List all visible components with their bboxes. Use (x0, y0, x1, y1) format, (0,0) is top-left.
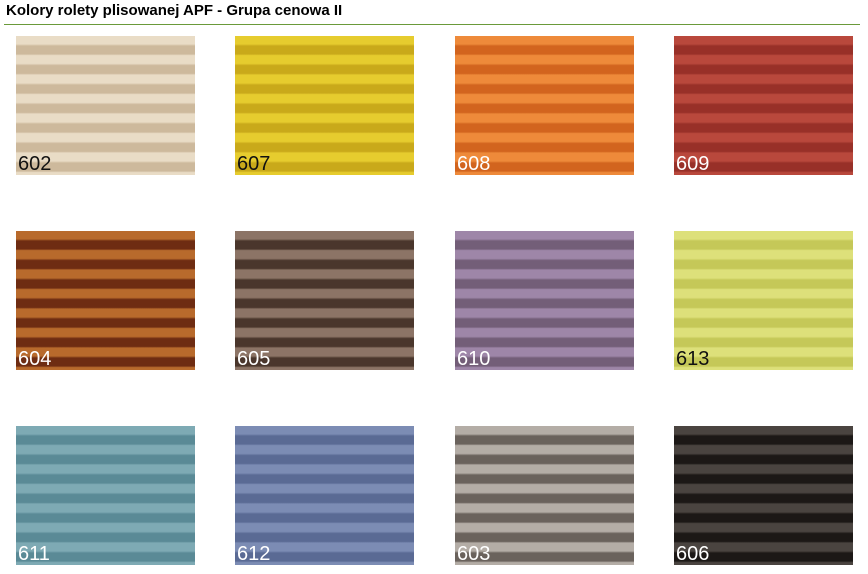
swatch-code-label: 607 (237, 153, 271, 175)
swatch-code-label: 611 (18, 543, 50, 565)
swatch-code-label: 605 (237, 348, 271, 370)
swatch-code-label: 609 (676, 153, 710, 175)
color-swatch-607[interactable]: 607 (235, 36, 414, 175)
title-divider (4, 24, 860, 25)
color-swatch-603[interactable]: 603 (455, 426, 634, 565)
color-swatch-611[interactable]: 611 (16, 426, 195, 565)
color-swatch-613[interactable]: 613 (674, 231, 853, 370)
color-swatch-608[interactable]: 608 (455, 36, 634, 175)
color-swatch-609[interactable]: 609 (674, 36, 853, 175)
swatch-code-label: 604 (18, 348, 52, 370)
swatch-code-label: 603 (457, 543, 491, 565)
swatch-code-label: 610 (457, 348, 491, 370)
color-swatch-604[interactable]: 604 (16, 231, 195, 370)
color-swatch-605[interactable]: 605 (235, 231, 414, 370)
color-swatch-612[interactable]: 612 (235, 426, 414, 565)
swatch-code-label: 612 (237, 543, 271, 565)
page-title: Kolory rolety plisowanej APF - Grupa cen… (6, 2, 343, 19)
color-swatch-610[interactable]: 610 (455, 231, 634, 370)
swatch-code-label: 613 (676, 348, 710, 370)
color-swatch-606[interactable]: 606 (674, 426, 853, 565)
swatch-code-label: 608 (457, 153, 491, 175)
color-swatch-602[interactable]: 602 (16, 36, 195, 175)
swatch-code-label: 606 (676, 543, 710, 565)
swatch-code-label: 602 (18, 153, 52, 175)
